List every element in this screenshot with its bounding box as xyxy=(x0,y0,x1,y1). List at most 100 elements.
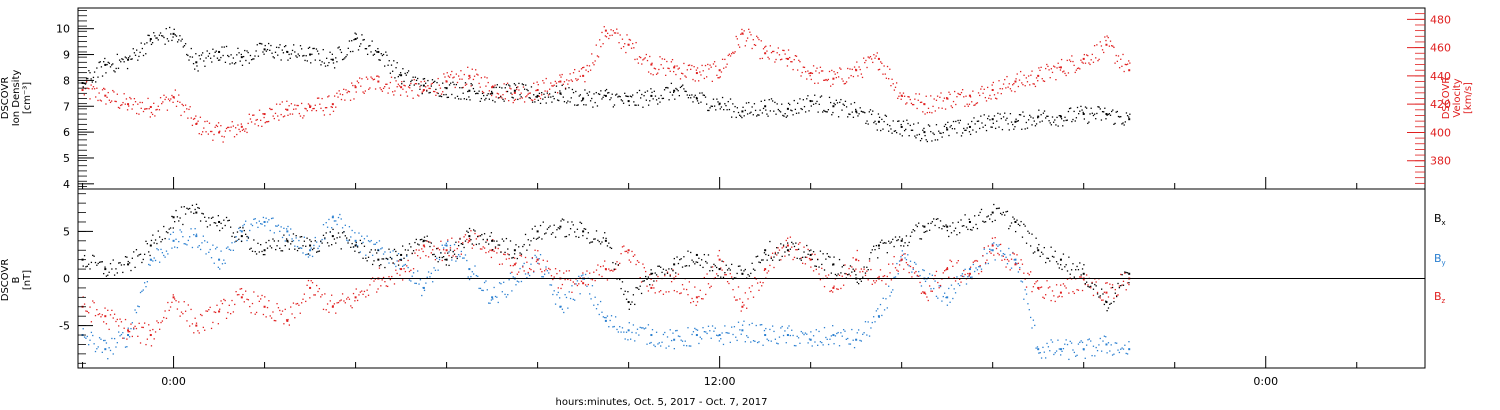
bx-sample xyxy=(354,250,356,252)
velocity-sample xyxy=(357,82,360,84)
density-sample xyxy=(460,98,462,100)
bz-sample xyxy=(752,296,755,298)
velocity-sample xyxy=(224,130,227,132)
velocity-sample xyxy=(919,101,922,104)
bz-sample xyxy=(264,296,266,298)
velocity-sample xyxy=(1024,85,1026,87)
bz-sample xyxy=(696,301,699,303)
bz-sample xyxy=(1055,284,1058,286)
by-sample xyxy=(584,273,587,276)
velocity-sample xyxy=(1098,58,1100,61)
by-sample xyxy=(98,337,101,339)
bz-sample xyxy=(679,292,681,295)
by-sample xyxy=(572,298,574,301)
bz-sample xyxy=(232,311,235,313)
velocity-sample xyxy=(222,141,224,143)
density-sample xyxy=(216,57,219,59)
bz-sample xyxy=(597,264,599,266)
bx-point xyxy=(832,263,835,266)
bx-sample xyxy=(245,233,247,235)
density-sample xyxy=(476,92,478,94)
bz-sample xyxy=(306,284,308,286)
bx-sample xyxy=(272,238,274,240)
by-sample xyxy=(945,296,947,299)
density-sample xyxy=(561,84,563,87)
velocity-point xyxy=(513,91,516,94)
bx-sample xyxy=(1053,256,1055,258)
bx-sample xyxy=(822,253,824,255)
by-sample xyxy=(1073,351,1075,354)
by-sample xyxy=(554,303,557,305)
bx-sample xyxy=(148,251,150,253)
bz-sample xyxy=(569,279,572,281)
bz-sample xyxy=(1124,272,1126,274)
bx-sample xyxy=(101,261,103,263)
bx-sample xyxy=(1054,250,1056,252)
bx-sample xyxy=(235,240,237,242)
velocity-sample xyxy=(909,98,911,101)
bz-sample xyxy=(848,267,850,270)
density-sample xyxy=(859,107,861,109)
bx-sample xyxy=(971,229,973,231)
bx-sample xyxy=(332,228,334,231)
bx-sample xyxy=(986,216,988,218)
velocity-sample xyxy=(864,61,866,64)
bz-sample xyxy=(998,254,1000,256)
bz-sample xyxy=(692,300,695,303)
bz-sample xyxy=(978,273,980,275)
by-sample xyxy=(875,310,878,312)
bx-sample xyxy=(661,271,663,274)
bz-sample xyxy=(421,248,423,250)
bz-sample xyxy=(799,241,801,244)
velocity-point xyxy=(240,125,243,128)
bz-sample xyxy=(489,249,491,251)
density-sample xyxy=(533,94,535,96)
by-sample xyxy=(124,346,127,348)
by-sample xyxy=(1060,354,1062,356)
bx-sample xyxy=(896,239,898,242)
density-sample xyxy=(782,114,784,117)
density-sample xyxy=(580,100,583,102)
velocity-sample xyxy=(943,97,946,99)
bz-sample xyxy=(954,280,957,282)
bz-sample xyxy=(650,278,652,280)
by-sample xyxy=(1126,353,1129,355)
by-sample xyxy=(459,255,461,258)
by-sample xyxy=(1047,346,1050,348)
bx-sample xyxy=(530,240,532,242)
density-point xyxy=(559,92,562,95)
density-sample xyxy=(456,95,459,98)
bz-sample xyxy=(773,266,775,269)
by-sample xyxy=(1081,341,1084,344)
velocity-sample xyxy=(419,86,421,88)
density-sample xyxy=(1010,121,1013,123)
velocity-sample xyxy=(869,55,872,58)
bz-sample xyxy=(993,254,995,256)
by-sample xyxy=(844,330,846,332)
velocity-sample xyxy=(1090,59,1092,61)
bx-sample xyxy=(771,259,774,261)
bz-sample xyxy=(229,312,232,315)
bz-sample xyxy=(907,264,909,266)
velocity-sample xyxy=(272,115,274,117)
velocity-sample xyxy=(404,85,406,87)
by-sample xyxy=(339,213,341,216)
by-sample xyxy=(518,281,520,283)
bx-sample xyxy=(660,266,662,268)
by-sample xyxy=(796,335,798,337)
bz-sample xyxy=(337,301,340,304)
density-sample xyxy=(457,98,460,100)
density-sample xyxy=(450,82,452,84)
density-sample xyxy=(752,114,754,116)
bx-sample xyxy=(1051,255,1054,258)
density-sample xyxy=(138,55,140,58)
bx-sample xyxy=(640,292,643,295)
density-sample xyxy=(852,116,855,118)
bx-sample xyxy=(1085,281,1088,283)
velocity-sample xyxy=(671,58,674,61)
bz-sample xyxy=(627,252,629,254)
by-sample xyxy=(184,243,187,245)
density-sample xyxy=(774,101,776,104)
velocity-sample xyxy=(742,33,744,35)
bz-sample xyxy=(915,270,917,273)
